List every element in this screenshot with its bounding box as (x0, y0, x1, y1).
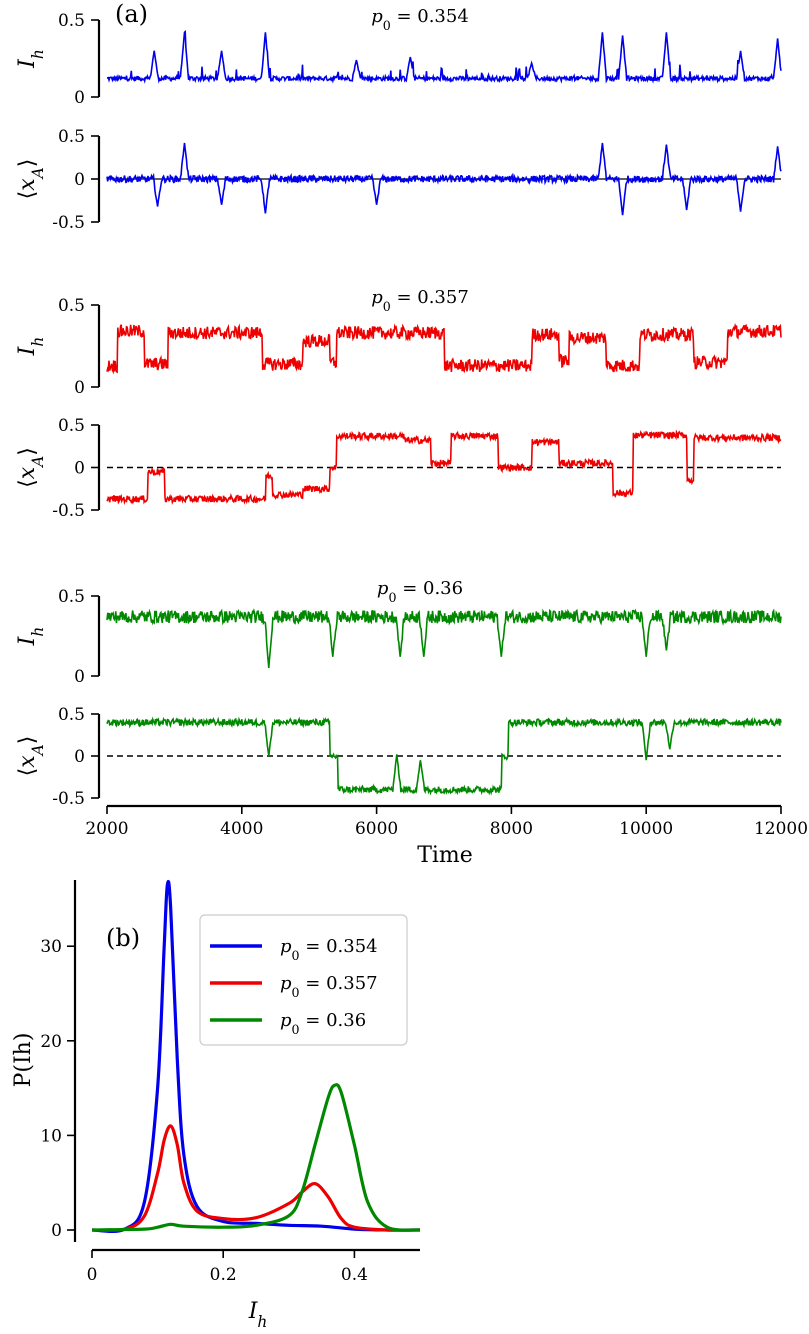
y-tick-label: -0.5 (52, 501, 85, 521)
y-tick-label: -0.5 (52, 213, 85, 233)
y-axis-label: Ih (15, 49, 47, 69)
series-line-1 (91, 1124, 421, 1232)
x-tick-label: 12000 (754, 819, 808, 839)
y-tick-label: 10 (40, 1126, 62, 1146)
y-axis-label: P(Ih) (11, 1033, 36, 1088)
trace-line (106, 142, 782, 216)
y-tick-label: 0.5 (58, 127, 85, 147)
x-tick-label: 10000 (619, 819, 673, 839)
x-axis-label: Ih (248, 1299, 268, 1331)
y-tick-label: 20 (40, 1032, 62, 1052)
trace-line (106, 322, 782, 375)
x-tick-label: 8000 (490, 819, 533, 839)
parameter-annotation: p0 = 0.354 (371, 6, 469, 33)
y-axis-label: Ih (15, 337, 47, 357)
y-tick-label: 0.5 (58, 416, 85, 436)
subplot-xa-0: 0.5 0 -0.5⟨xA⟩ (15, 127, 782, 233)
y-axis-label: ⟨xA⟩ (15, 159, 47, 200)
y-tick-label: 0 (74, 88, 85, 108)
subplot-ih-0: 0 0.5 Ih p0 = 0.354 (15, 6, 782, 108)
y-tick-label: 0 (74, 667, 85, 687)
series-line-2 (91, 1083, 421, 1232)
y-tick-label: 0.5 (58, 11, 85, 31)
trace-line (106, 30, 782, 84)
x-tick-label: 0.2 (210, 1265, 237, 1285)
subplot-ih-1: 0.5 0 Ih p0 = 0.357 (15, 287, 782, 398)
x-tick-label: 4000 (220, 819, 263, 839)
x-tick-label: 0 (87, 1265, 98, 1285)
panel-label-a: (a) (115, 0, 148, 28)
parameter-annotation: p0 = 0.357 (371, 287, 469, 314)
y-tick-label: 0 (74, 378, 85, 398)
y-axis-label: Ih (15, 627, 47, 647)
y-tick-label: 0.5 (58, 587, 85, 607)
subplot-xa-2: 0.5 0 -0.5⟨xA⟩ (15, 705, 782, 809)
legend-entry-0: p0 = 0.354 (280, 936, 378, 963)
y-tick-label: 0.5 (58, 296, 85, 316)
y-tick-label: 0.5 (58, 705, 85, 725)
x-tick-label: 2000 (85, 819, 128, 839)
y-tick-label: 0 (74, 747, 85, 767)
legend: p0 = 0.354 p0 = 0.357 p0 = 0.36 (199, 914, 408, 1046)
y-axis-label: ⟨xA⟩ (15, 736, 47, 777)
y-tick-label: -0.5 (52, 789, 85, 809)
y-tick-label: 30 (40, 937, 62, 957)
legend-entry-2: p0 = 0.36 (280, 1010, 366, 1037)
x-tick-label: 0.4 (341, 1265, 368, 1285)
trace-line (106, 429, 782, 506)
y-tick-label: 0 (74, 459, 85, 479)
x-tick-label: 6000 (355, 819, 398, 839)
x-axis-label: Time (417, 843, 473, 868)
subplot-xa-1: 0.5 0 -0.5⟨xA⟩ (15, 416, 782, 521)
parameter-annotation: p0 = 0.36 (377, 578, 463, 605)
subplot-ih-2: 0.5 0 Ih p0 = 0.36 (15, 578, 782, 687)
series-line-0 (91, 880, 421, 1233)
legend-entry-1: p0 = 0.357 (280, 973, 378, 1000)
trace-line (106, 716, 782, 796)
y-axis-label: ⟨xA⟩ (15, 447, 47, 488)
panel-label-b: (b) (106, 924, 140, 952)
y-tick-label: 0 (74, 170, 85, 190)
trace-line (106, 608, 782, 669)
y-tick-label: 0 (51, 1221, 62, 1241)
